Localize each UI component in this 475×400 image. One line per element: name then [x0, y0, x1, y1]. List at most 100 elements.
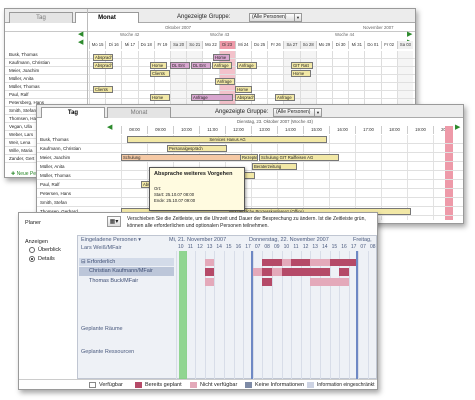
event[interactable]: Absprache	[93, 62, 113, 69]
hour-column[interactable]	[185, 251, 196, 379]
hour-column[interactable]	[214, 251, 224, 379]
event[interactable]: Absprache	[235, 94, 255, 101]
hour-column[interactable]	[407, 135, 433, 220]
prev-arrow-icon[interactable]: ◀	[107, 124, 113, 131]
next-arrow-icon[interactable]: ▶	[455, 124, 461, 131]
event[interactable]: Absprache	[93, 54, 113, 61]
person-row[interactable]	[5, 83, 415, 91]
hour-column[interactable]	[348, 251, 359, 379]
event[interactable]: DL Ent	[170, 62, 190, 69]
event[interactable]: Schulung GIT Raiffeisen AG	[259, 154, 339, 161]
hour-column[interactable]	[147, 135, 173, 220]
event[interactable]: GIT Ratt	[291, 62, 313, 69]
date-left: Oktober 2007	[165, 25, 192, 30]
week-label: Woche 42	[120, 32, 140, 37]
hour-column[interactable]	[176, 251, 186, 379]
person-row[interactable]	[37, 135, 463, 144]
event[interactable]: Home	[150, 62, 167, 69]
hour-column[interactable]	[358, 251, 368, 379]
person-row[interactable]	[37, 162, 463, 171]
tab-tag[interactable]: Tag	[41, 107, 105, 118]
attendee-name[interactable]: Thomas Buck/MFair	[89, 278, 139, 284]
event[interactable]: Personalgespräch	[167, 145, 227, 152]
hour-cell: 13	[206, 244, 213, 250]
event[interactable]: Services Hanus AG	[127, 136, 327, 143]
day-cell: Mo 15	[89, 41, 106, 49]
hour-cell: 08:00	[121, 126, 147, 134]
hour-column[interactable]	[433, 135, 459, 220]
group-dropdown-button[interactable]: ▼	[314, 108, 322, 117]
event[interactable]: Rezepte	[240, 154, 258, 161]
event[interactable]: Clients	[93, 86, 113, 93]
hour-column[interactable]	[310, 251, 320, 379]
hour-column[interactable]	[224, 251, 234, 379]
next-arrow-icon[interactable]: ▶	[407, 31, 413, 38]
event[interactable]: Schulung	[121, 154, 241, 161]
event[interactable]: DL Ent	[191, 62, 211, 69]
tab-monat[interactable]: Monat	[107, 107, 171, 118]
hour-column[interactable]	[233, 251, 244, 379]
hour-column[interactable]	[339, 251, 349, 379]
person-row[interactable]	[37, 153, 463, 162]
person-row[interactable]	[37, 180, 463, 189]
new-person-link[interactable]: ✚ Neue Person	[11, 171, 46, 177]
attendee-name[interactable]: Christian Kaufmann/MFair	[89, 268, 153, 274]
tab-tag[interactable]: Tag	[9, 12, 73, 23]
event[interactable]: Anfrage	[212, 62, 232, 69]
hour-column[interactable]	[272, 251, 282, 379]
hour-column[interactable]	[329, 251, 340, 379]
day-label: Donnerstag, 22. November 2007	[249, 237, 329, 243]
person-row[interactable]	[37, 144, 463, 153]
hour-column[interactable]	[355, 135, 381, 220]
prev-arrow-icon[interactable]: ◀	[78, 31, 84, 38]
hour-column[interactable]	[252, 251, 263, 379]
radio-ueberblick[interactable]	[29, 247, 35, 253]
day-cell: Di 16	[105, 41, 122, 49]
details-label[interactable]: Details	[38, 256, 55, 262]
hour-column[interactable]	[381, 135, 407, 220]
hour-column[interactable]	[121, 135, 147, 220]
radio-details[interactable]	[29, 256, 35, 262]
hour-column[interactable]	[329, 135, 355, 220]
meeting-timeline[interactable]	[178, 251, 187, 379]
group-dropdown-button[interactable]: ▼	[294, 13, 302, 22]
required-group[interactable]: ⊟ Erforderlich	[81, 259, 115, 265]
tab-monat[interactable]: Monat	[75, 12, 139, 23]
required-group-row[interactable]	[79, 258, 174, 266]
hour-cell: 18:00	[381, 126, 407, 134]
attendee-row-selected[interactable]	[79, 267, 174, 276]
planner-options-button[interactable]: ▦▾	[107, 216, 121, 227]
person-row[interactable]	[5, 75, 415, 83]
hour-column[interactable]	[291, 251, 301, 379]
event[interactable]: Anfrage	[215, 78, 235, 85]
event[interactable]: Beraterzeitung	[252, 163, 297, 170]
event[interactable]: Home	[235, 86, 252, 93]
hour-column[interactable]	[300, 251, 311, 379]
person-row[interactable]	[37, 198, 463, 207]
hour-column[interactable]	[204, 251, 215, 379]
prev-arrow-icon[interactable]: ◀	[78, 39, 84, 46]
hour-column[interactable]	[262, 251, 272, 379]
hour-column[interactable]	[303, 135, 329, 220]
hour-column[interactable]	[195, 251, 205, 379]
person-row[interactable]	[5, 67, 415, 75]
event[interactable]: Anfrage	[191, 94, 233, 101]
event[interactable]: Anfrage	[275, 94, 295, 101]
event[interactable]: Anfrage	[237, 62, 257, 69]
event[interactable]: Clients	[150, 70, 170, 77]
hour-column[interactable]	[243, 251, 253, 379]
hour-column[interactable]	[368, 251, 377, 379]
invited-header[interactable]: Eingeladene Personen ▾	[81, 237, 141, 243]
hour-column[interactable]	[277, 135, 303, 220]
ueberblick-label[interactable]: Überblick	[38, 247, 61, 253]
person-row[interactable]	[37, 171, 463, 180]
hour-column[interactable]	[320, 251, 330, 379]
person-name: Vegan, Ulla	[9, 124, 33, 129]
week-label: Woche 44	[335, 32, 355, 37]
event[interactable]: Home	[150, 94, 170, 101]
event[interactable]: Home	[291, 70, 311, 77]
person-row[interactable]	[5, 51, 415, 59]
event[interactable]: Home	[213, 54, 230, 61]
person-row[interactable]	[37, 189, 463, 198]
hour-column[interactable]	[281, 251, 292, 379]
